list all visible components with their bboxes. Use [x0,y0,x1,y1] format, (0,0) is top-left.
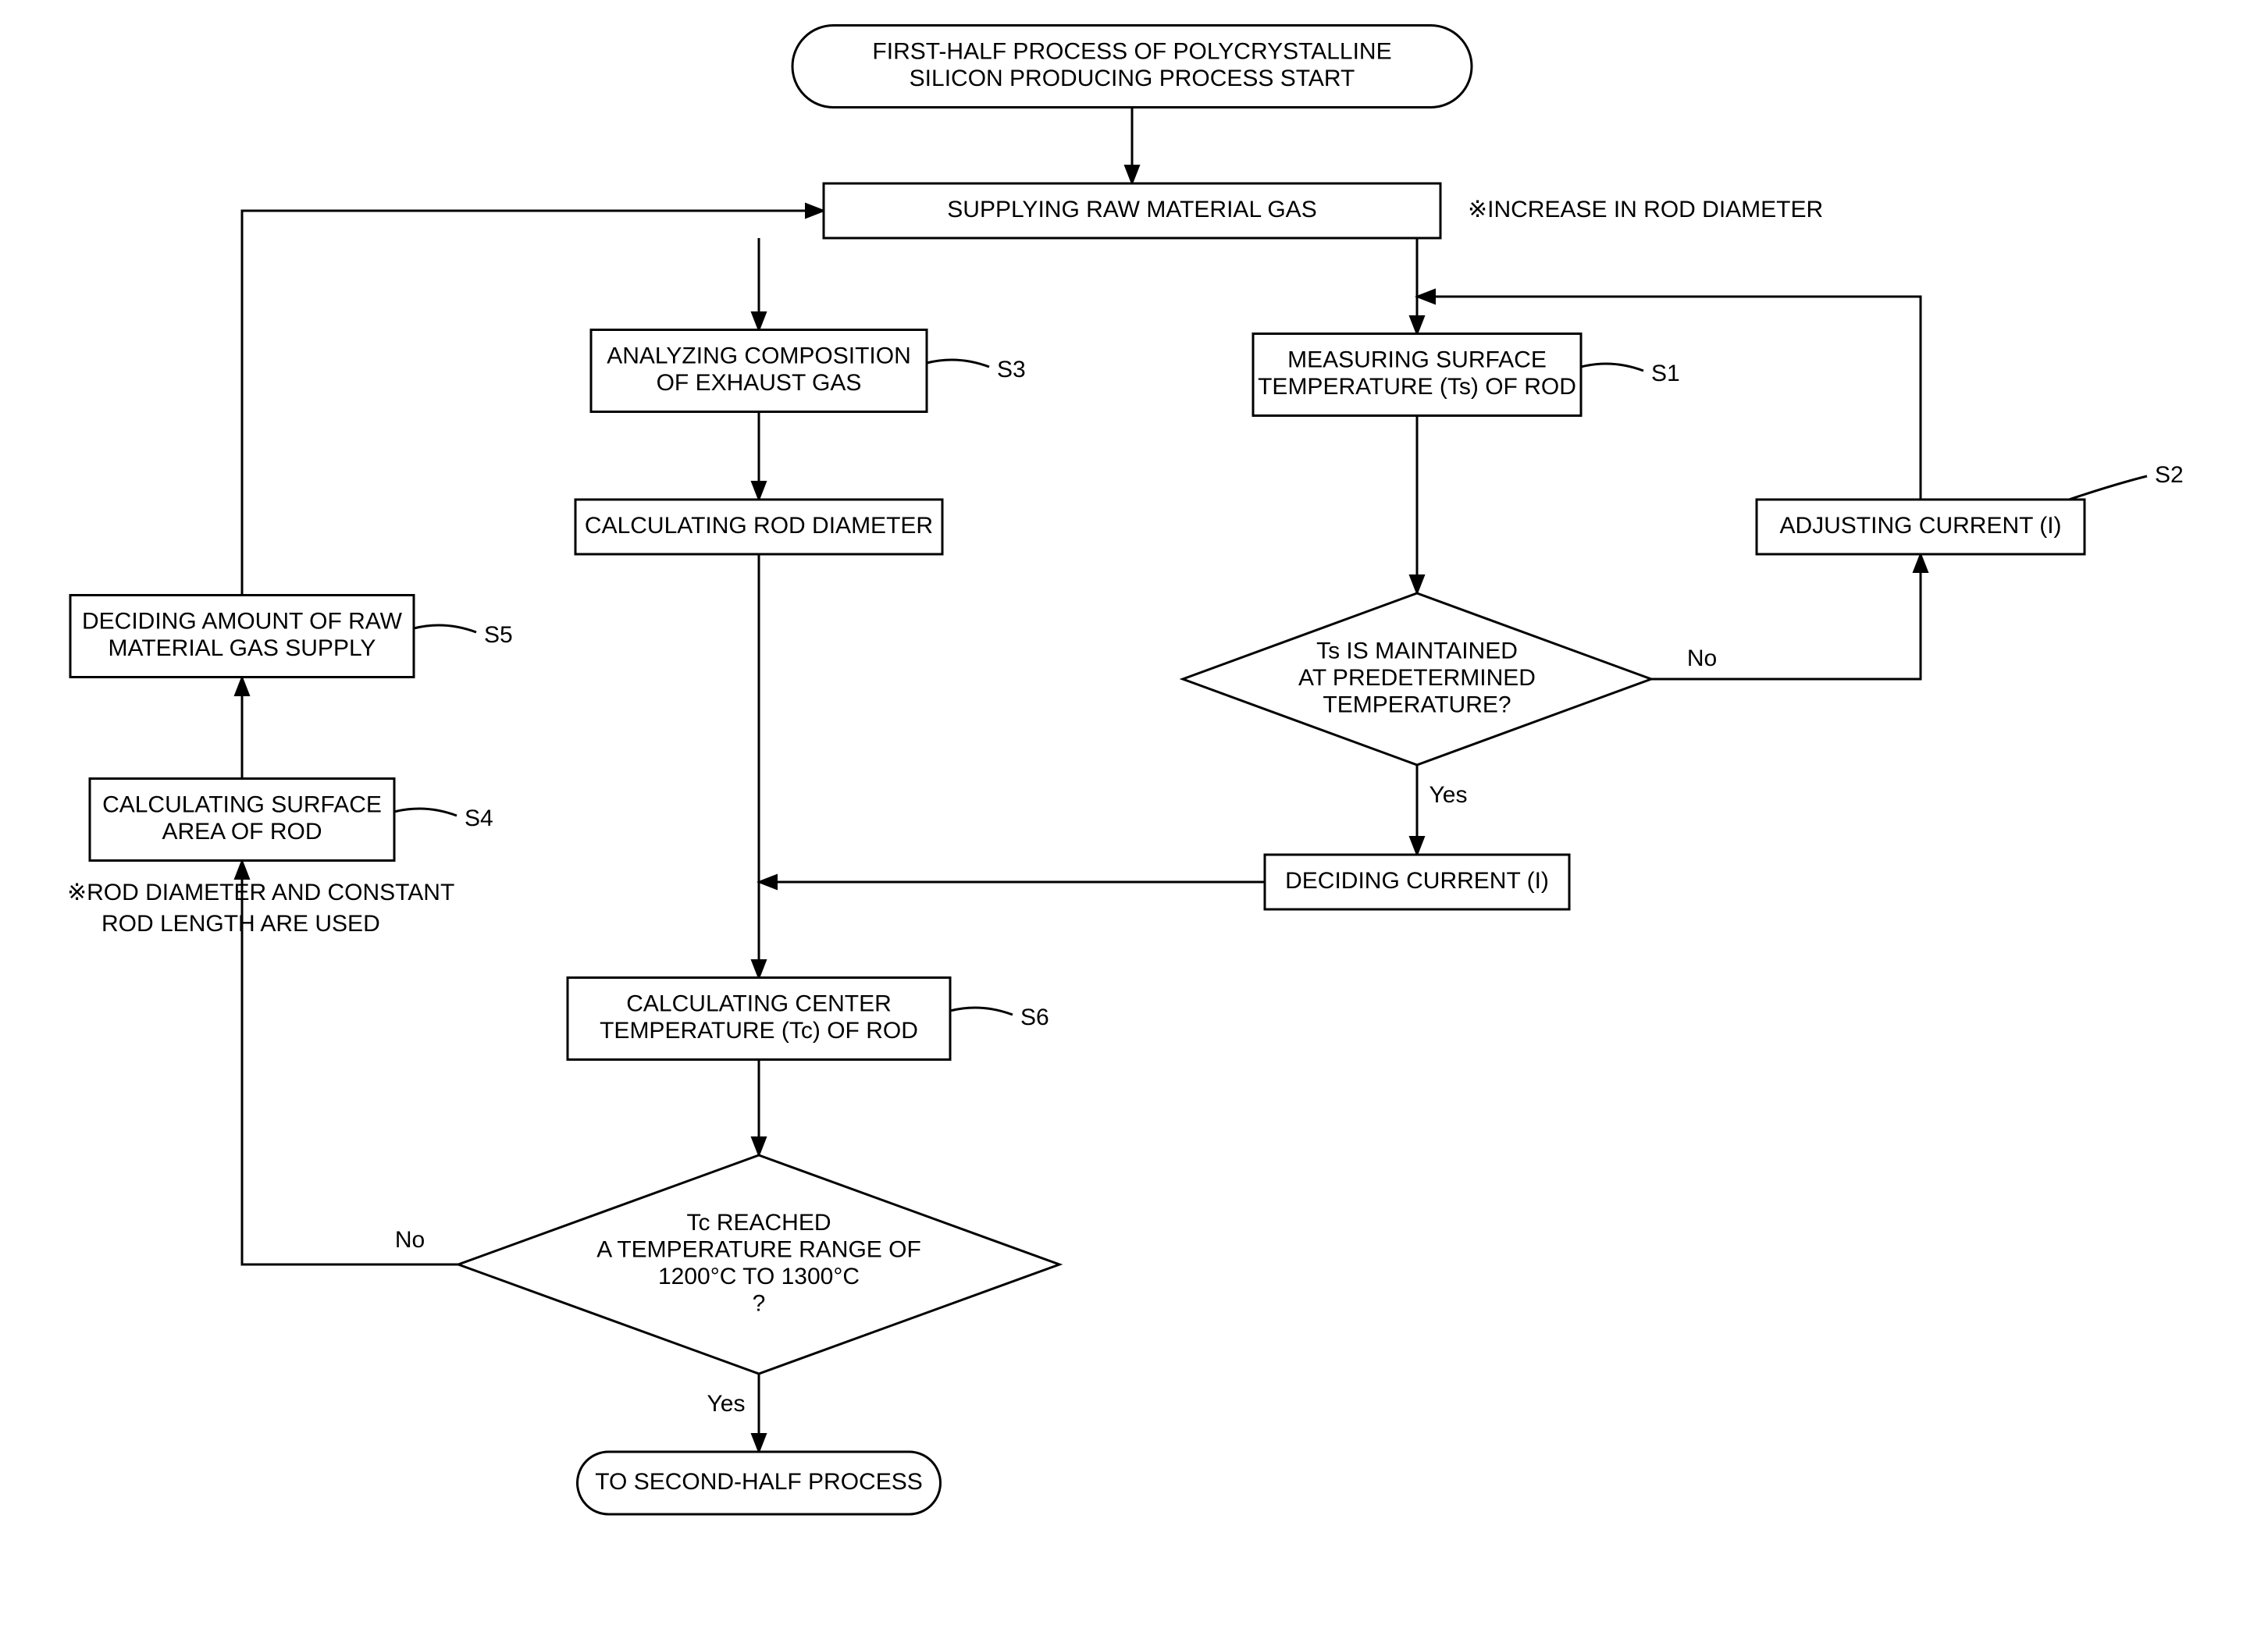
node-adj_i: ADJUSTING CURRENT (I) S2 [1757,462,2184,554]
step-label: S3 [997,357,1026,382]
step-label: S2 [2155,462,2184,488]
edge-label: Yes [707,1391,746,1417]
node-text: A TEMPERATURE RANGE OF [596,1237,921,1263]
node-d_ts: Ts IS MAINTAINEDAT PREDETERMINEDTEMPERAT… [1183,593,1651,765]
node-calc_tc: CALCULATING CENTERTEMPERATURE (Tc) OF RO… [568,978,1049,1060]
node-text: MATERIAL GAS SUPPLY [109,635,376,661]
node-meas_ts: MEASURING SURFACETEMPERATURE (Ts) OF ROD… [1253,334,1680,416]
annotation-note_rod1: ※ROD DIAMETER AND CONSTANT [67,880,454,905]
node-text: ? [753,1291,766,1317]
node-text: TEMPERATURE (Tc) OF ROD [600,1018,918,1044]
nodes-layer: FIRST-HALF PROCESS OF POLYCRYSTALLINESIL… [70,26,2184,1515]
node-d_tc: Tc REACHEDA TEMPERATURE RANGE OF1200°C T… [458,1155,1059,1374]
flowchart-canvas: No Yes Yes No FIRST-HALF PROCESS OF POLYCRYS… [0,0,2268,1636]
node-text: DECIDING AMOUNT OF RAW [82,609,403,635]
node-end: TO SECOND-HALF PROCESS [578,1452,941,1514]
node-text: Tc REACHED [686,1210,831,1236]
node-text: FIRST-HALF PROCESS OF POLYCRYSTALLINE [872,39,1391,65]
node-text: DECIDING CURRENT (I) [1285,868,1549,894]
node-start: FIRST-HALF PROCESS OF POLYCRYSTALLINESIL… [792,26,1472,108]
node-text: TEMPERATURE? [1323,692,1511,717]
node-text: MEASURING SURFACE [1287,347,1547,373]
step-label: S6 [1020,1005,1049,1030]
node-text: ANALYZING COMPOSITION [607,343,911,369]
edges-layer: No Yes Yes No [242,108,1921,1452]
node-analyze: ANALYZING COMPOSITIONOF EXHAUST GAS S3 [591,330,1026,412]
node-text: CALCULATING ROD DIAMETER [585,513,933,539]
step-label: S1 [1651,361,1680,386]
step-label: S5 [484,622,513,648]
node-text: AT PREDETERMINED [1298,665,1536,691]
node-text: CALCULATING SURFACE [102,792,382,818]
node-text: ADJUSTING CURRENT (I) [1779,513,2061,539]
node-calc_dia: CALCULATING ROD DIAMETER [575,500,942,554]
node-text: SUPPLYING RAW MATERIAL GAS [947,197,1316,222]
annotation-note_inc: ※INCREASE IN ROD DIAMETER [1468,197,1823,222]
node-text: SILICON PRODUCING PROCESS START [910,66,1355,91]
node-text: AREA OF ROD [162,819,322,845]
node-text: Ts IS MAINTAINED [1316,638,1518,663]
node-text: TEMPERATURE (Ts) OF ROD [1258,374,1576,400]
edge-label: No [395,1227,425,1253]
edge-label: No [1687,646,1717,671]
node-text: CALCULATING CENTER [626,991,892,1017]
node-text: OF EXHAUST GAS [657,370,862,396]
annotation-note_rod2: ROD LENGTH ARE USED [101,911,380,937]
node-calc_area: CALCULATING SURFACEAREA OF ROD S4 [90,779,493,861]
edge-label: Yes [1430,782,1468,808]
node-dec_i: DECIDING CURRENT (I) [1265,855,1569,909]
node-text: TO SECOND-HALF PROCESS [595,1469,923,1495]
node-text: 1200°C TO 1300°C [658,1264,860,1289]
node-dec_raw: DECIDING AMOUNT OF RAWMATERIAL GAS SUPPL… [70,596,513,678]
step-label: S4 [465,806,493,831]
node-supply: SUPPLYING RAW MATERIAL GAS [824,183,1440,238]
